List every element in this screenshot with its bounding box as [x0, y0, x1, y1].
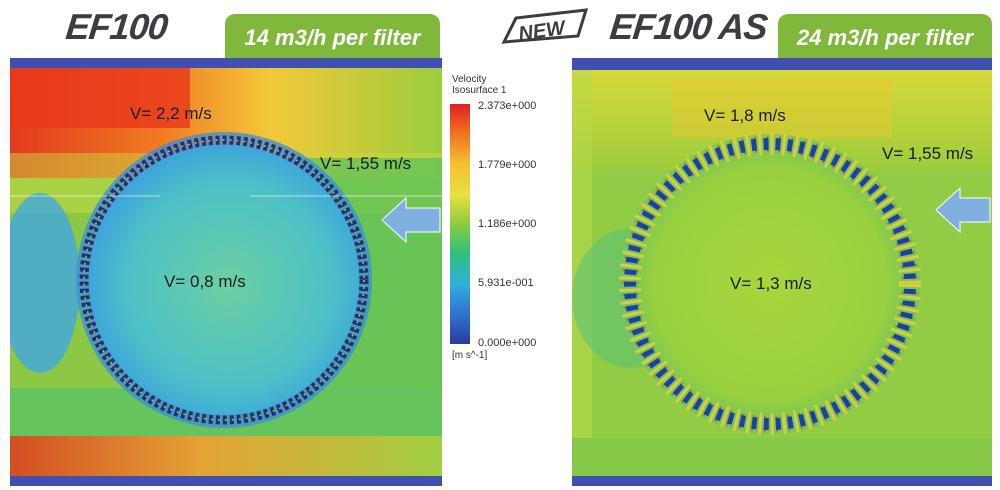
legend-tick: 1.779e+000: [478, 159, 537, 171]
legend-colorbar: [450, 104, 470, 344]
legend-title: Velocity Isosurface 1: [452, 74, 507, 96]
left-label-center: V= 0,8 m/s: [164, 272, 246, 291]
right-label-side: V= 1,55 m/s: [882, 144, 974, 163]
left-title: EF100: [63, 6, 170, 47]
legend-tick: 2.373e+000: [478, 100, 537, 112]
right-simulation-panel: [572, 58, 992, 486]
legend-tick: 1.186e+000: [478, 218, 537, 230]
left-simulation-panel: [10, 58, 442, 486]
new-badge: NEW: [501, 8, 589, 45]
left-label-top: V= 2,2 m/s: [130, 104, 212, 123]
right-flow-tab: 24 m3/h per filter: [778, 14, 992, 58]
legend-unit: [m s^-1]: [452, 350, 488, 361]
right-label-top: V= 1,8 m/s: [704, 106, 786, 125]
right-title: EF100 AS: [607, 6, 769, 47]
right-label-center: V= 1,3 m/s: [730, 274, 812, 293]
right-flow-arrow-icon: [935, 186, 991, 234]
left-flow-arrow-icon: [381, 196, 441, 244]
left-label-side: V= 1,55 m/s: [320, 154, 412, 173]
velocity-legend: Velocity Isosurface 1 2.373e+000 1.779e+…: [442, 58, 572, 490]
left-flow-tab: 14 m3/h per filter: [225, 14, 440, 58]
legend-tick: 0.000e+000: [478, 337, 537, 349]
legend-tick: 5.931e-001: [478, 277, 534, 289]
